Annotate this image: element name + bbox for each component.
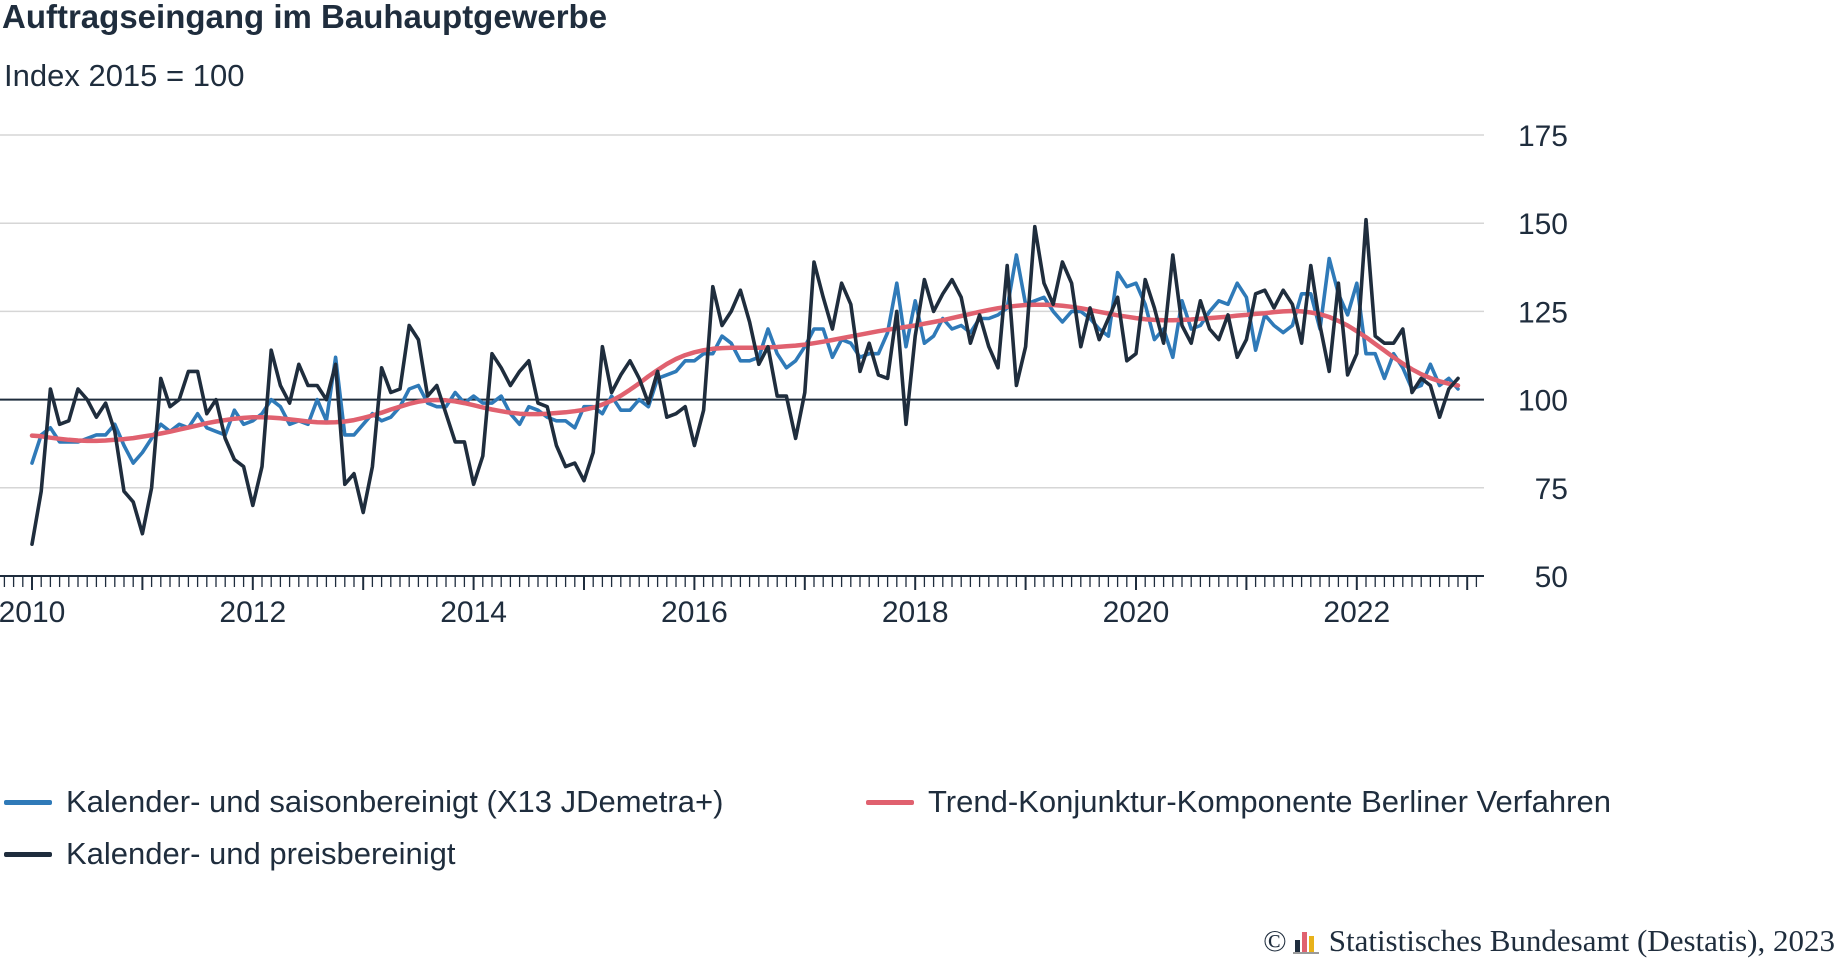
line-chart: 175 150 125 100 75 50 2010 2012 2014 2016 2018 202…	[0, 120, 1568, 629]
copyright-symbol: ©	[1263, 923, 1287, 958]
x-tick-label-2016: 2016	[661, 596, 728, 629]
y-tick-label-125: 125	[1518, 296, 1568, 329]
legend-swatch-red	[866, 799, 914, 805]
x-tick-label-2012: 2012	[219, 596, 286, 629]
legend-item-blue: Kalender- und saisonbereinigt (X13 JDeme…	[4, 784, 723, 820]
x-tick-label-2018: 2018	[882, 596, 949, 629]
legend-swatch-dark	[4, 851, 52, 857]
credit-text: Statistisches Bundesamt (Destatis), 2023	[1328, 923, 1835, 958]
y-tick-label-175: 175	[1518, 120, 1568, 153]
y-tick-label-50: 50	[1535, 561, 1568, 594]
y-axis-labels: 175 150 125 100 75 50	[1518, 120, 1568, 594]
legend-item-red: Trend-Konjunktur-Komponente Berliner Ver…	[866, 784, 1611, 820]
source-credit: © Statistisches Bundesamt (Destatis), 20…	[1263, 923, 1835, 959]
destatis-logo-icon	[1292, 928, 1321, 954]
series-line-trend	[29, 302, 1461, 444]
chart-title: Auftragseingang im Bauhauptgewerbe	[2, 0, 608, 35]
x-tick-label-2020: 2020	[1103, 596, 1170, 629]
x-tick-label-2022: 2022	[1323, 596, 1390, 629]
series-lines	[29, 217, 1461, 547]
y-tick-label-75: 75	[1535, 473, 1568, 506]
chart-subtitle: Index 2015 = 100	[4, 58, 245, 93]
series-line-preisbereinigt	[30, 217, 1460, 547]
x-tick-label-2010: 2010	[0, 596, 65, 629]
legend-item-dark: Kalender- und preisbereinigt	[4, 836, 455, 872]
legend-label-blue: Kalender- und saisonbereinigt (X13 JDeme…	[66, 784, 724, 819]
legend-label-red: Trend-Konjunktur-Komponente Berliner Ver…	[928, 784, 1611, 819]
legend-swatch-blue	[4, 799, 52, 805]
legend: Kalender- und saisonbereinigt (X13 JDeme…	[0, 780, 1837, 890]
x-tick-label-2014: 2014	[440, 596, 507, 629]
legend-label-dark: Kalender- und preisbereinigt	[66, 836, 456, 871]
y-tick-label-100: 100	[1518, 385, 1568, 418]
series-line-saisonbereinigt	[30, 253, 1460, 465]
y-tick-label-150: 150	[1518, 208, 1568, 241]
x-axis: 2010 2012 2014 2016 2018 2020 2022	[0, 575, 1484, 629]
